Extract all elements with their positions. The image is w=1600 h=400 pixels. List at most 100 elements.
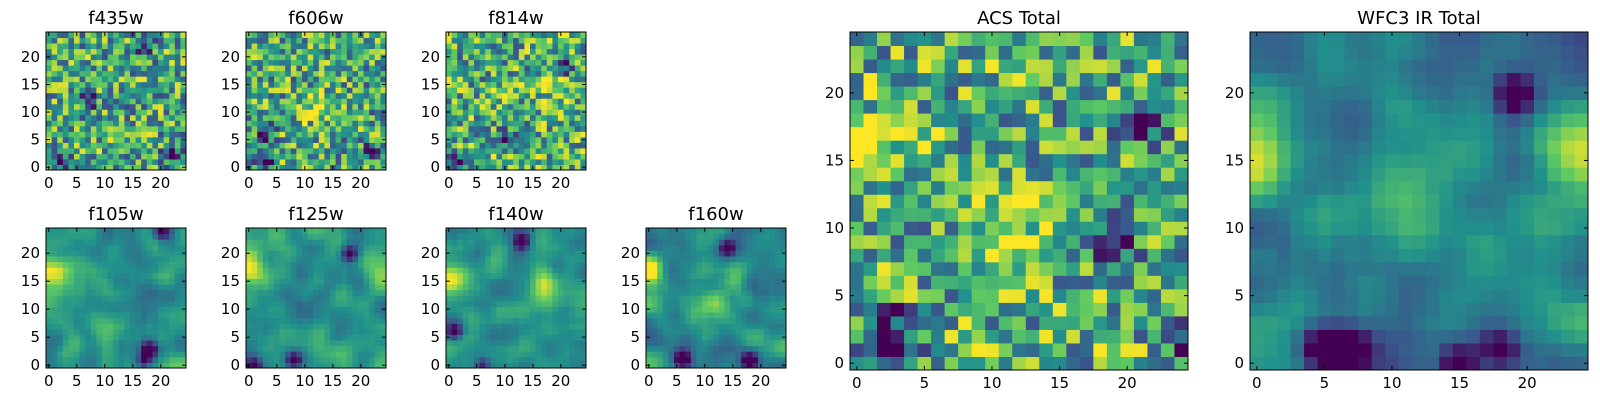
heatmap-cell bbox=[118, 147, 125, 154]
heatmap-cell bbox=[1039, 167, 1054, 182]
heatmap-cell bbox=[257, 142, 264, 149]
heatmap-cell bbox=[730, 250, 737, 257]
heatmap-cell bbox=[257, 306, 264, 313]
heatmap-cell bbox=[1106, 261, 1121, 276]
heatmap-cell bbox=[580, 147, 587, 154]
heatmap-cell bbox=[174, 289, 181, 296]
heatmap-cell bbox=[535, 59, 542, 66]
heatmap-cell bbox=[1079, 248, 1094, 263]
heatmap-cell bbox=[446, 125, 453, 132]
heatmap-cell bbox=[374, 59, 381, 66]
heatmap-cell bbox=[335, 48, 342, 55]
heatmap-cell bbox=[998, 275, 1013, 290]
heatmap-cell bbox=[135, 228, 142, 235]
heatmap-cell bbox=[152, 362, 159, 369]
heatmap-cell bbox=[369, 109, 376, 116]
heatmap-cell bbox=[62, 109, 69, 116]
heatmap-cell bbox=[85, 43, 92, 50]
heatmap-cell bbox=[346, 278, 353, 285]
heatmap-cell bbox=[79, 256, 86, 263]
heatmap-cell bbox=[279, 233, 286, 240]
heatmap-cell bbox=[558, 65, 565, 72]
heatmap-cell bbox=[474, 81, 481, 88]
heatmap-cell bbox=[124, 136, 131, 143]
heatmap-cell bbox=[358, 48, 365, 55]
heatmap-cell bbox=[569, 98, 576, 105]
heatmap-cell bbox=[68, 317, 75, 324]
heatmap-cell bbox=[1079, 356, 1094, 371]
heatmap-cell bbox=[85, 76, 92, 83]
heatmap-cell bbox=[446, 289, 453, 296]
heatmap-cell bbox=[62, 70, 69, 77]
heatmap-cell bbox=[468, 261, 475, 268]
heatmap-cell bbox=[657, 239, 664, 246]
heatmap-cell bbox=[944, 356, 959, 371]
heatmap-cell bbox=[474, 37, 481, 44]
heatmap-cell bbox=[780, 300, 787, 307]
heatmap-cell bbox=[713, 239, 720, 246]
heatmap-cell bbox=[702, 244, 709, 251]
heatmap-cell bbox=[62, 54, 69, 61]
heatmap-cell bbox=[696, 295, 703, 302]
heatmap-cell bbox=[580, 239, 587, 246]
heatmap-cell bbox=[74, 261, 81, 268]
heatmap-cell bbox=[713, 289, 720, 296]
heatmap-cell bbox=[313, 120, 320, 127]
heatmap-cell bbox=[124, 114, 131, 121]
heatmap-cell bbox=[113, 153, 120, 160]
heatmap-cell bbox=[1012, 248, 1027, 263]
heatmap-cell bbox=[479, 272, 486, 279]
heatmap-cell bbox=[707, 278, 714, 285]
heatmap-cell bbox=[552, 81, 559, 88]
heatmap-cell bbox=[479, 147, 486, 154]
heatmap-cell bbox=[262, 164, 269, 171]
heatmap-cell bbox=[752, 272, 759, 279]
heatmap-cell bbox=[496, 362, 503, 369]
heatmap-cell bbox=[462, 244, 469, 251]
heatmap-cell bbox=[462, 109, 469, 116]
heatmap-cell bbox=[68, 98, 75, 105]
heatmap-cell bbox=[135, 164, 142, 171]
heatmap-cell bbox=[574, 131, 581, 138]
heatmap-cell bbox=[730, 278, 737, 285]
heatmap-cell bbox=[1025, 167, 1040, 182]
heatmap-cell bbox=[341, 340, 348, 347]
heatmap-cell bbox=[462, 125, 469, 132]
heatmap-cell bbox=[74, 158, 81, 165]
heatmap-cell bbox=[971, 234, 986, 249]
heatmap-cell bbox=[713, 267, 720, 274]
heatmap-cell bbox=[107, 81, 114, 88]
heatmap-cell bbox=[374, 142, 381, 149]
heatmap-cell bbox=[518, 356, 525, 363]
heatmap-cell bbox=[563, 65, 570, 72]
heatmap-cell bbox=[257, 312, 264, 319]
heatmap-cell bbox=[363, 59, 370, 66]
y-tick-label: 15 bbox=[421, 272, 440, 290]
heatmap-cell bbox=[85, 317, 92, 324]
heatmap-cell bbox=[74, 351, 81, 358]
heatmap-cell bbox=[341, 244, 348, 251]
heatmap-cell bbox=[169, 120, 176, 127]
heatmap-cell bbox=[1174, 194, 1189, 209]
heatmap-cell bbox=[246, 284, 253, 291]
heatmap-cell bbox=[146, 65, 153, 72]
heatmap-cell bbox=[313, 87, 320, 94]
heatmap-cell bbox=[118, 284, 125, 291]
heatmap-cell bbox=[158, 356, 165, 363]
heatmap-cell bbox=[518, 340, 525, 347]
heatmap-cell bbox=[541, 306, 548, 313]
heatmap-cell bbox=[268, 153, 275, 160]
heatmap-cell bbox=[446, 147, 453, 154]
heatmap-cell bbox=[290, 272, 297, 279]
heatmap-cell bbox=[724, 272, 731, 279]
heatmap-cell bbox=[96, 43, 103, 50]
heatmap-cell bbox=[446, 300, 453, 307]
heatmap-cell bbox=[1066, 221, 1081, 236]
heatmap-cell bbox=[1066, 342, 1081, 357]
heatmap-cell bbox=[1052, 342, 1067, 357]
heatmap-cell bbox=[290, 362, 297, 369]
heatmap-cell bbox=[318, 323, 325, 330]
heatmap-cell bbox=[696, 323, 703, 330]
heatmap-cell bbox=[502, 59, 509, 66]
heatmap-cell bbox=[257, 334, 264, 341]
